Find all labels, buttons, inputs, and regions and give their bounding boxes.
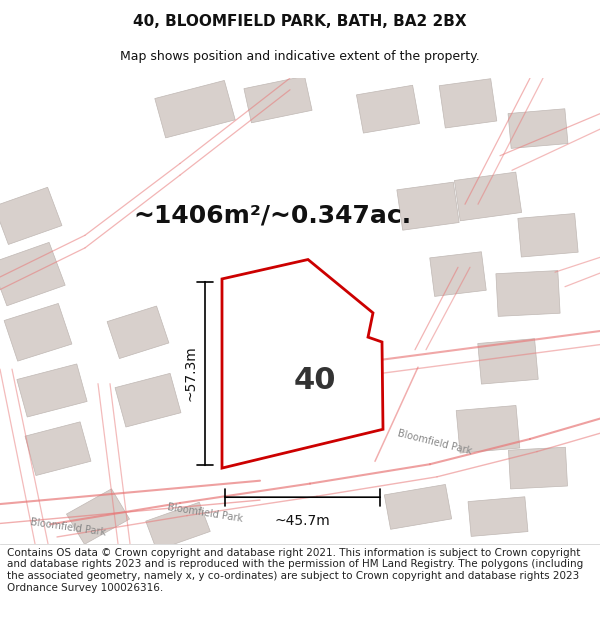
Text: ~1406m²/~0.347ac.: ~1406m²/~0.347ac. xyxy=(133,204,411,228)
Polygon shape xyxy=(222,259,383,468)
Polygon shape xyxy=(439,79,497,128)
Polygon shape xyxy=(25,422,91,476)
Polygon shape xyxy=(518,214,578,257)
Polygon shape xyxy=(0,242,65,306)
Polygon shape xyxy=(468,497,528,536)
Polygon shape xyxy=(244,76,312,122)
Text: Bloomfield Park: Bloomfield Park xyxy=(29,517,106,538)
Polygon shape xyxy=(454,172,521,221)
Text: ~45.7m: ~45.7m xyxy=(274,514,330,528)
Polygon shape xyxy=(385,484,452,529)
Polygon shape xyxy=(397,182,459,230)
Polygon shape xyxy=(0,188,62,244)
Text: Bloomfield Park: Bloomfield Park xyxy=(167,502,244,524)
Text: Bloomfield Park: Bloomfield Park xyxy=(397,428,473,456)
Polygon shape xyxy=(146,503,210,551)
Polygon shape xyxy=(4,304,72,361)
Text: 40: 40 xyxy=(294,366,336,395)
Polygon shape xyxy=(107,306,169,359)
Text: ~57.3m: ~57.3m xyxy=(183,345,197,401)
Polygon shape xyxy=(456,406,520,453)
Polygon shape xyxy=(356,85,419,133)
Polygon shape xyxy=(115,373,181,427)
Polygon shape xyxy=(430,252,486,296)
Polygon shape xyxy=(155,81,235,138)
Polygon shape xyxy=(67,489,130,544)
Polygon shape xyxy=(496,271,560,316)
Polygon shape xyxy=(478,339,538,384)
Text: Map shows position and indicative extent of the property.: Map shows position and indicative extent… xyxy=(120,50,480,62)
Polygon shape xyxy=(17,364,87,417)
Text: 40, BLOOMFIELD PARK, BATH, BA2 2BX: 40, BLOOMFIELD PARK, BATH, BA2 2BX xyxy=(133,14,467,29)
Polygon shape xyxy=(508,109,568,148)
Text: Contains OS data © Crown copyright and database right 2021. This information is : Contains OS data © Crown copyright and d… xyxy=(7,548,583,592)
Polygon shape xyxy=(508,448,568,489)
